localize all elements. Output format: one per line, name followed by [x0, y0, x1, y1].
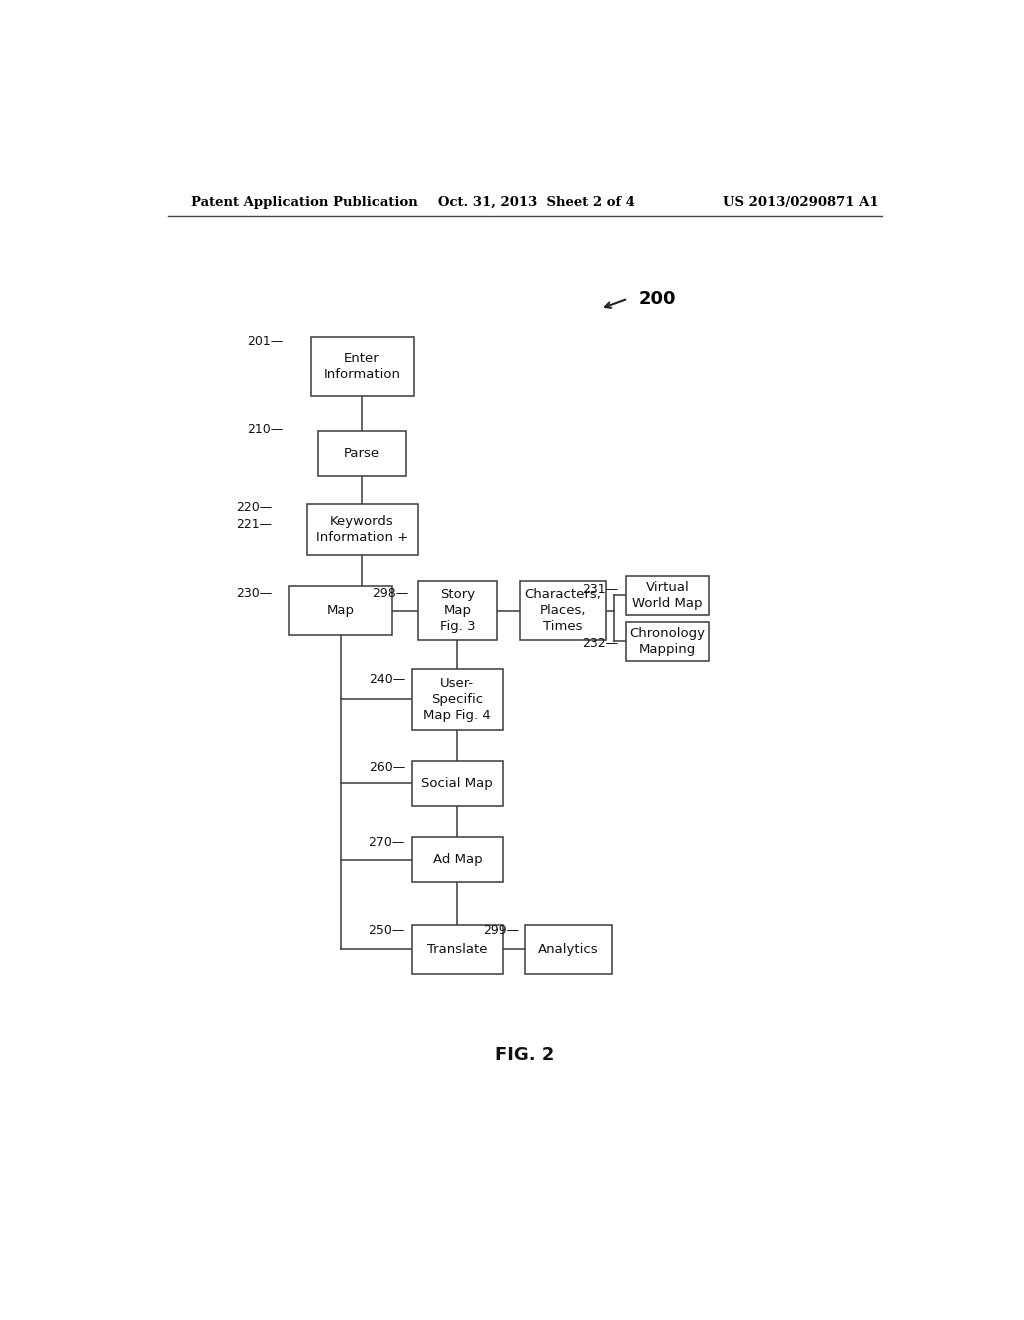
Text: 250—: 250—	[369, 924, 404, 937]
Text: 230—: 230—	[237, 587, 272, 599]
FancyBboxPatch shape	[318, 430, 406, 475]
Text: Chronology
Mapping: Chronology Mapping	[630, 627, 706, 656]
Text: 200: 200	[638, 289, 676, 308]
Text: 231—: 231—	[583, 583, 618, 595]
Text: 270—: 270—	[369, 836, 404, 849]
FancyBboxPatch shape	[412, 837, 503, 882]
Text: Oct. 31, 2013  Sheet 2 of 4: Oct. 31, 2013 Sheet 2 of 4	[437, 195, 635, 209]
FancyBboxPatch shape	[520, 581, 606, 640]
Text: Analytics: Analytics	[539, 942, 599, 956]
Text: Map: Map	[327, 605, 354, 618]
FancyBboxPatch shape	[626, 622, 710, 660]
Text: 201—: 201—	[247, 335, 284, 348]
Text: 299—: 299—	[483, 924, 519, 937]
Text: Translate: Translate	[427, 942, 487, 956]
Text: 220—: 220—	[237, 500, 272, 513]
FancyBboxPatch shape	[418, 581, 497, 640]
Text: 232—: 232—	[583, 636, 618, 649]
Text: Patent Application Publication: Patent Application Publication	[191, 195, 418, 209]
Text: Social Map: Social Map	[422, 777, 494, 789]
Text: 260—: 260—	[369, 760, 404, 774]
FancyBboxPatch shape	[412, 925, 503, 974]
Text: Keywords
Information +: Keywords Information +	[316, 515, 409, 544]
FancyBboxPatch shape	[310, 338, 414, 396]
Text: FIG. 2: FIG. 2	[496, 1045, 554, 1064]
FancyBboxPatch shape	[306, 504, 418, 554]
Text: 240—: 240—	[369, 673, 404, 686]
FancyBboxPatch shape	[412, 669, 503, 730]
Text: Virtual
World Map: Virtual World Map	[633, 581, 702, 610]
Text: Parse: Parse	[344, 446, 380, 459]
Text: Story
Map
Fig. 3: Story Map Fig. 3	[439, 589, 475, 634]
FancyBboxPatch shape	[289, 586, 392, 635]
Text: 210—: 210—	[247, 424, 284, 437]
FancyBboxPatch shape	[524, 925, 612, 974]
Text: 298—: 298—	[372, 587, 409, 599]
Text: Enter
Information: Enter Information	[324, 352, 400, 381]
Text: Ad Map: Ad Map	[432, 853, 482, 866]
Text: 221—: 221—	[237, 517, 272, 531]
Text: US 2013/0290871 A1: US 2013/0290871 A1	[723, 195, 879, 209]
FancyBboxPatch shape	[412, 762, 503, 805]
Text: User-
Specific
Map Fig. 4: User- Specific Map Fig. 4	[424, 677, 492, 722]
Text: Characters,
Places,
Times: Characters, Places, Times	[524, 589, 601, 634]
FancyBboxPatch shape	[626, 576, 710, 615]
